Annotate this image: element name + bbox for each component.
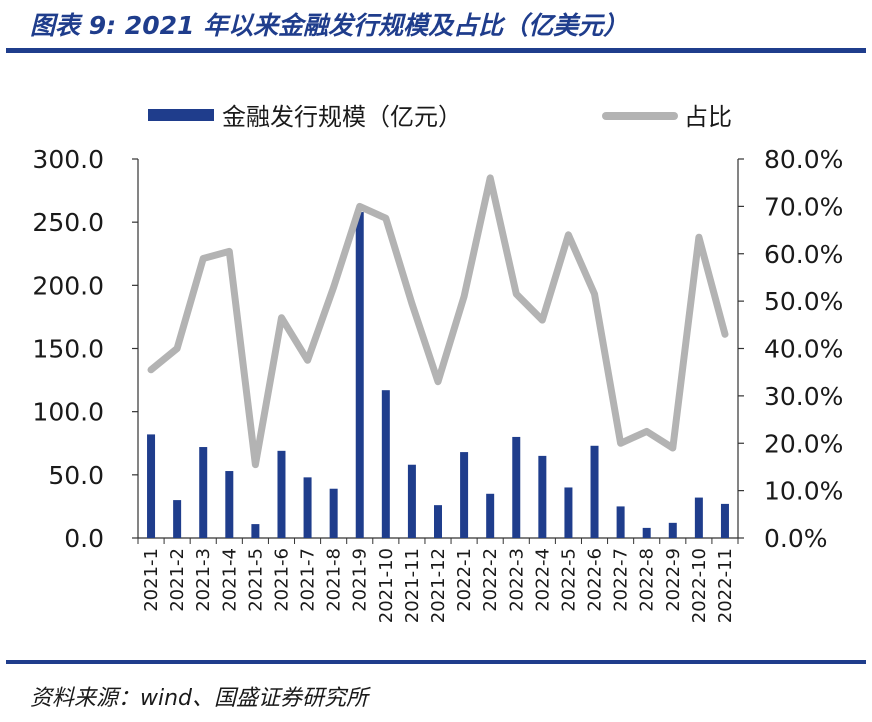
legend-bar-label: 金融发行规模（亿元） [222, 103, 462, 131]
bar-2021-2 [173, 500, 182, 538]
x-tick-label-2022-8: 2022-8 [637, 548, 658, 612]
footer-rule [6, 660, 866, 664]
x-tick-label-2021-8: 2021-8 [324, 548, 345, 612]
right-tick-label: 70.0% [764, 192, 843, 221]
legend-bar-swatch [148, 109, 214, 121]
left-tick-label: 0.0 [64, 524, 104, 553]
x-tick-label-2022-9: 2022-9 [663, 548, 684, 612]
bar-2021-9 [355, 212, 364, 538]
right-tick-label: 0.0% [764, 524, 828, 553]
bar-2022-9 [668, 522, 677, 538]
legend: 金融发行规模（亿元） 占比 [148, 103, 732, 131]
x-tick-label-2021-10: 2021-10 [376, 548, 397, 623]
right-tick-label: 50.0% [764, 287, 843, 316]
title-rule [6, 48, 866, 53]
right-tick-label: 10.0% [764, 477, 843, 506]
x-tick-label-2022-4: 2022-4 [532, 548, 553, 612]
right-tick-label: 20.0% [764, 429, 843, 458]
bar-2021-4 [225, 471, 234, 538]
legend-line-label: 占比 [684, 103, 732, 131]
bar-2022-8 [642, 527, 651, 538]
chart-title: 图表 9: 2021 年以来金融发行规模及占比（亿美元） [30, 11, 629, 40]
x-tick-label-2022-5: 2022-5 [558, 548, 579, 612]
bar-2022-6 [590, 445, 599, 538]
right-tick-label: 30.0% [764, 382, 843, 411]
bar-2022-11 [720, 503, 729, 538]
line-series [147, 174, 729, 469]
right-tick-label: 40.0% [764, 335, 843, 364]
x-tick-label-2021-12: 2021-12 [428, 548, 449, 623]
left-tick-label: 150.0 [32, 335, 104, 364]
bar-2021-5 [251, 524, 260, 538]
axes: 0.0 50.0 100.0 150.0 200.0 250.0 300.0 0.0% 10.0… [32, 145, 843, 553]
bar-2022-1 [460, 452, 469, 538]
bar-2022-5 [564, 487, 573, 538]
left-tick-label: 200.0 [32, 271, 104, 300]
x-tick-label-2022-11: 2022-11 [715, 548, 736, 623]
x-tick-labels: 2021-1 2021-2 2021-3 2021-4 2021-5 2021-6 2021… [141, 548, 736, 623]
bar-2022-4 [538, 455, 547, 538]
bar-series [147, 212, 729, 538]
x-tick-label-2021-6: 2021-6 [271, 548, 292, 612]
x-tick-label-2022-3: 2022-3 [506, 548, 527, 612]
left-tick-label: 300.0 [32, 145, 104, 174]
x-tick-label-2021-11: 2021-11 [402, 548, 423, 623]
bar-2021-3 [199, 447, 208, 538]
x-tick-label-2021-5: 2021-5 [245, 548, 266, 612]
bar-2021-10 [381, 390, 390, 538]
chart: 金融发行规模（亿元） 占比 0.0 50.0 100.0 150.0 200.0 250.0… [32, 103, 843, 623]
bar-2021-12 [434, 505, 442, 538]
x-tick-label-2022-10: 2022-10 [689, 548, 710, 623]
source-note: 资料来源：wind、国盛证券研究所 [30, 686, 369, 711]
bar-2021-7 [303, 477, 312, 538]
x-tick-label-2022-7: 2022-7 [611, 548, 632, 612]
bar-2022-10 [694, 497, 703, 538]
bar-2021-11 [407, 464, 416, 538]
x-tick-label-2021-7: 2021-7 [298, 548, 319, 612]
x-tick-label-2021-4: 2021-4 [219, 548, 240, 612]
x-tick-label-2022-6: 2022-6 [585, 548, 606, 612]
right-tick-label: 80.0% [764, 145, 843, 174]
line-share [147, 174, 729, 469]
bar-2022-3 [512, 436, 521, 538]
left-tick-label: 100.0 [32, 398, 104, 427]
bar-2022-2 [486, 493, 495, 538]
x-tick-label-2022-1: 2022-1 [454, 548, 475, 612]
left-tick-label: 50.0 [48, 461, 104, 490]
bar-2021-1 [147, 434, 156, 538]
x-tick-label-2021-1: 2021-1 [141, 548, 162, 612]
bar-2021-8 [329, 488, 338, 538]
x-tick-label-2021-9: 2021-9 [350, 548, 371, 612]
x-tick-label-2021-2: 2021-2 [167, 548, 188, 612]
x-tick-label-2021-3: 2021-3 [193, 548, 214, 612]
bar-2022-7 [616, 506, 625, 538]
bar-2021-6 [277, 450, 286, 538]
left-tick-label: 250.0 [32, 208, 104, 237]
right-tick-label: 60.0% [764, 240, 843, 269]
x-tick-label-2022-2: 2022-2 [480, 548, 501, 612]
